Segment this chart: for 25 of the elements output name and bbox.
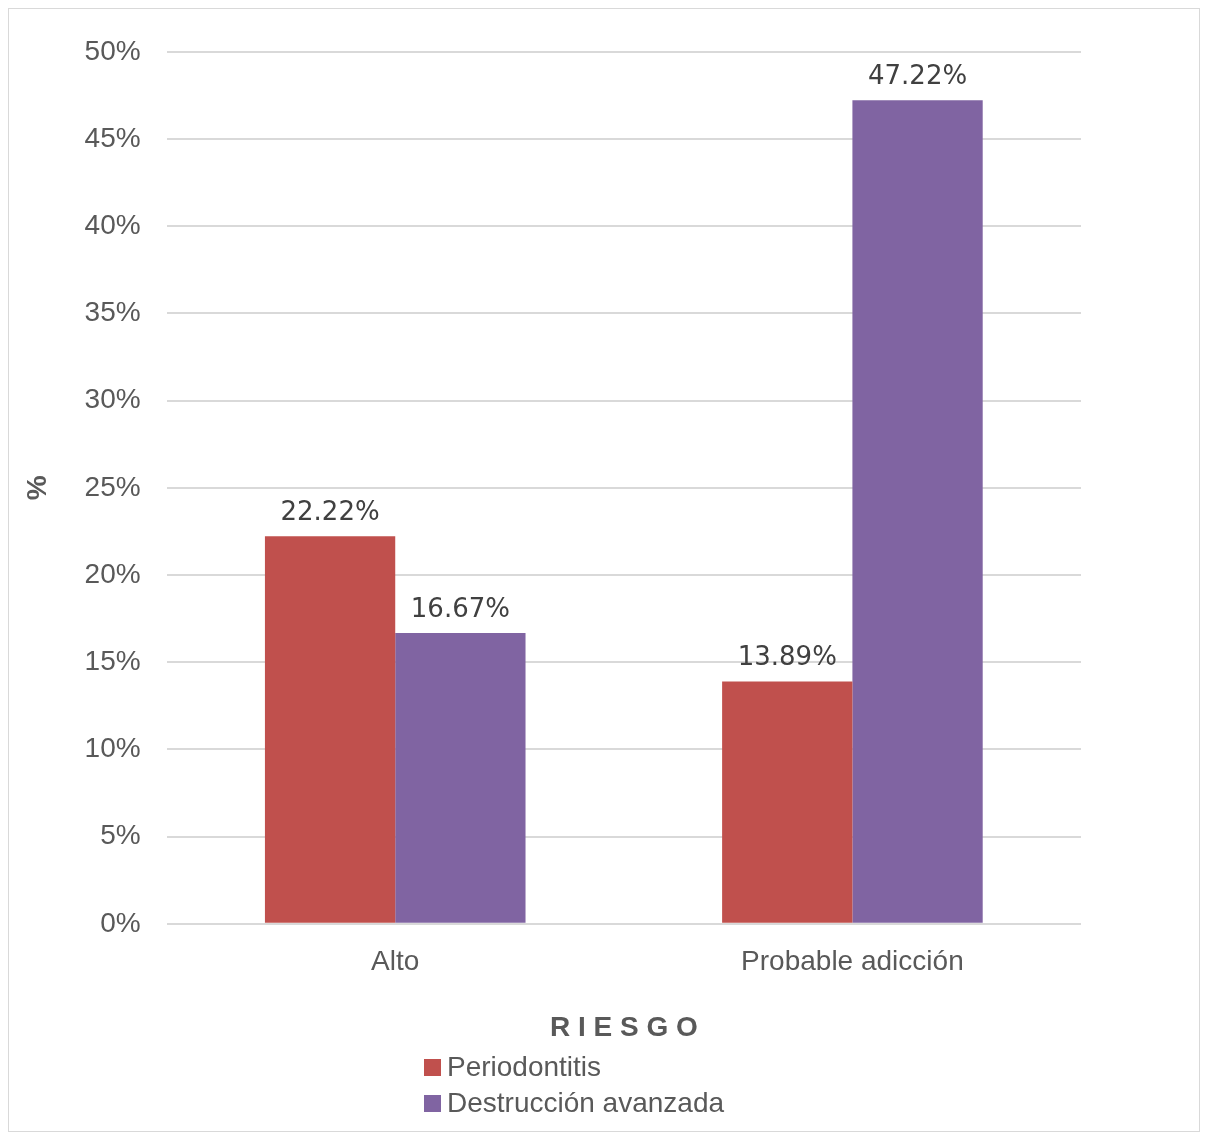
x-tick-label: Alto: [371, 945, 420, 977]
y-tick-label: 35%: [84, 296, 141, 328]
data-label: 16.67%: [410, 592, 510, 623]
bar: [395, 633, 526, 923]
data-label: 22.22%: [280, 496, 380, 527]
y-tick-label: 40%: [84, 208, 141, 240]
bar: [722, 681, 853, 923]
y-tick-label: 25%: [84, 470, 141, 502]
legend-label: Periodontitis: [447, 1050, 602, 1084]
y-tick-label: 30%: [84, 383, 141, 415]
bar: [264, 536, 396, 923]
bar: [852, 100, 983, 923]
x-tick-label: Probable adicción: [741, 945, 964, 977]
y-tick-label: 0%: [100, 906, 141, 938]
x-axis-title: R I E S G O: [549, 1010, 698, 1042]
y-tick-label: 5%: [100, 819, 141, 851]
y-tick-label: 50%: [84, 34, 141, 66]
legend-label: Destrucción avanzada: [447, 1086, 725, 1120]
y-tick-label: 45%: [84, 121, 141, 153]
y-tick-label: 15%: [84, 644, 141, 676]
data-label: 47.22%: [867, 60, 968, 91]
y-tick-label: 10%: [84, 732, 141, 764]
data-label: 13.89%: [737, 641, 837, 672]
y-axis-title: %: [20, 475, 52, 501]
y-tick-label: 20%: [84, 557, 141, 589]
